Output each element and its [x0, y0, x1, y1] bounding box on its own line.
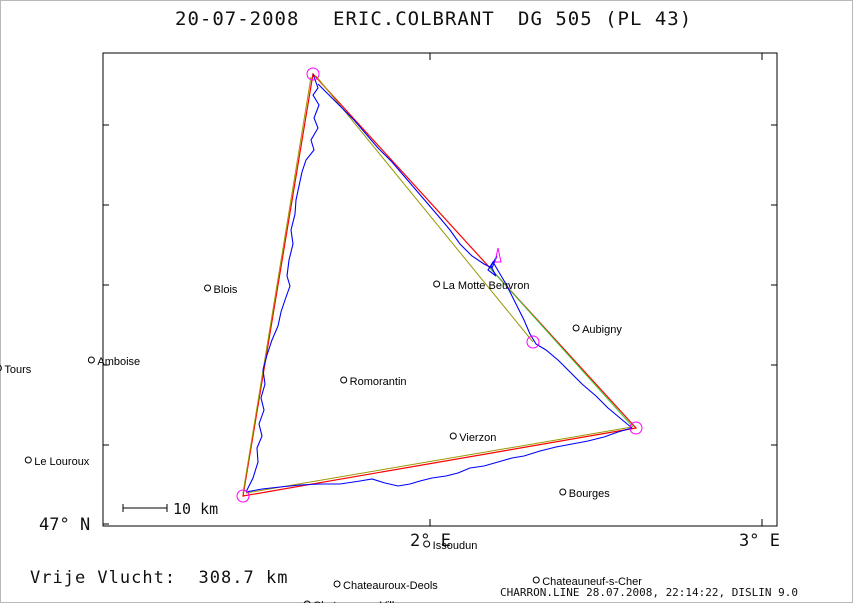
- turnpoint-north: [306, 67, 320, 81]
- task-leg-west-inner: [242, 76, 312, 494]
- y-axis-ticks: [103, 124, 777, 525]
- town-marker: [24, 456, 32, 464]
- town-marker: [572, 324, 580, 332]
- town-label: Chateauneuf-s-Cher: [542, 576, 642, 588]
- town-marker: [423, 540, 431, 548]
- optimized-route: [489, 267, 634, 428]
- scale-bar: [122, 504, 168, 512]
- town-markers: Blois La Motte Beuvron Aubigny Amboise Romor…: [0, 280, 642, 603]
- town-label: Amboise: [97, 356, 140, 368]
- task-triangle-outer: [242, 72, 638, 497]
- town-marker: [303, 600, 311, 603]
- town-marker: [559, 488, 567, 496]
- town-label: Bourges: [569, 488, 610, 500]
- task-leg-south-inner: [245, 426, 633, 494]
- flight-date: 20-07-2008: [175, 8, 300, 30]
- latitude-label: 47° N: [39, 515, 91, 535]
- town-marker: [204, 284, 212, 292]
- longitude-label-3e: 3° E: [739, 531, 780, 551]
- distance-summary: Vrije Vlucht: 308.7 km: [30, 568, 288, 588]
- turnpoints: [236, 67, 643, 503]
- turnpoint-southwest: [236, 489, 250, 503]
- longitude-label-2e: 2° E: [410, 531, 451, 551]
- distance-label: Vrije Vlucht:: [30, 568, 177, 588]
- town-label: Chateauroux-Villers: [313, 600, 410, 603]
- town-marker: [433, 280, 441, 288]
- turnpoint-mid: [526, 335, 540, 349]
- town-marker: [87, 356, 95, 364]
- gps-track: [245, 73, 633, 493]
- credit-line: CHARRON.LINE 28.07.2008, 22:14:22, DISLI…: [500, 586, 799, 599]
- town-label: Romorantin: [350, 376, 407, 388]
- turnpoint-east: [629, 421, 643, 435]
- distance-value: 308.7 km: [198, 568, 289, 588]
- town-label: Le Louroux: [34, 456, 90, 468]
- town-marker: [340, 376, 348, 384]
- town-label: Vierzon: [459, 432, 496, 444]
- town-marker: [0, 364, 2, 372]
- town-label: Issoudun: [433, 540, 478, 552]
- town-label: Chateauroux-Deols: [343, 580, 438, 592]
- town-label: La Motte Beuvron: [443, 280, 530, 292]
- pilot-name: ERIC.COLBRANT: [333, 8, 495, 30]
- task-leg-north-inner: [315, 75, 534, 343]
- town-label: Aubigny: [582, 324, 622, 336]
- x-axis-ticks: [429, 53, 763, 526]
- glider-type: DG 505 (PL 43): [518, 8, 693, 30]
- town-label: Blois: [214, 284, 238, 296]
- town-marker: [449, 432, 457, 440]
- start-marker: [494, 247, 502, 263]
- map-border: [102, 52, 778, 527]
- town-marker: [532, 576, 540, 584]
- town-label: Tours: [4, 364, 31, 376]
- town-marker: [333, 580, 341, 588]
- scale-bar-label: 10 km: [173, 500, 218, 518]
